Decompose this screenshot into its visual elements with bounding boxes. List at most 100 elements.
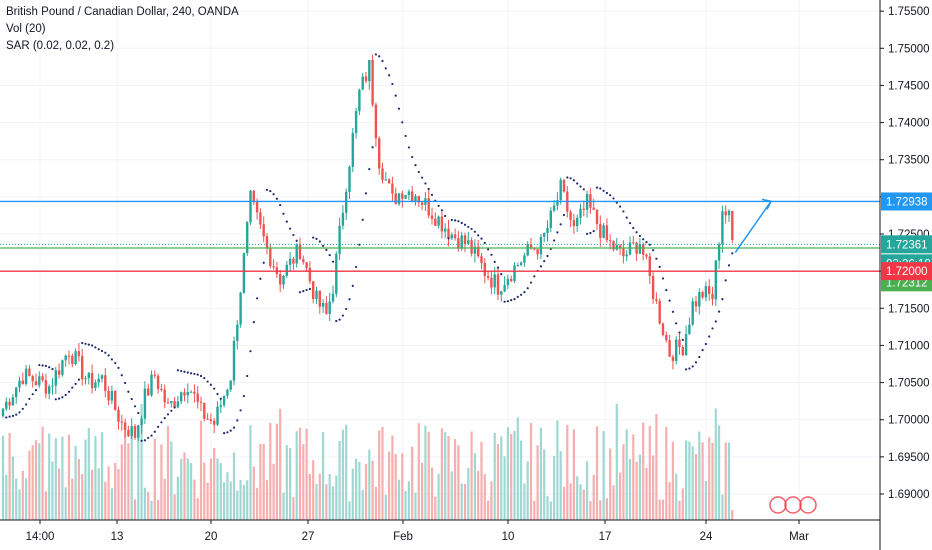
- candle-body: [196, 393, 199, 402]
- candle: [38, 371, 41, 388]
- sar-dot: [246, 374, 249, 378]
- volume-bar: [87, 428, 90, 520]
- watermark-ring: [769, 496, 787, 514]
- candle-body: [625, 254, 628, 257]
- candle: [480, 253, 483, 270]
- sar-dot: [645, 241, 648, 244]
- candle: [414, 193, 417, 206]
- candle: [170, 401, 173, 408]
- watermark-ring: [799, 496, 817, 514]
- volume-bar: [15, 478, 18, 520]
- candle-body: [209, 419, 213, 421]
- volume-bar: [454, 439, 457, 520]
- sar-dot: [64, 393, 67, 397]
- candle-body: [727, 210, 731, 216]
- arrow-head: [761, 198, 773, 210]
- volume-bar: [407, 481, 410, 520]
- candle-body: [711, 293, 714, 300]
- sar-indicator-label[interactable]: SAR (0.02, 0.02, 0.2): [6, 40, 115, 52]
- candle: [298, 237, 302, 260]
- volume-bar: [510, 433, 513, 520]
- candle: [15, 386, 18, 404]
- candle: [348, 165, 351, 199]
- volume-bar: [642, 422, 645, 520]
- volume-bar: [718, 425, 721, 520]
- volume-bar: [305, 428, 308, 520]
- volume-bar: [457, 445, 460, 520]
- candle: [708, 279, 711, 301]
- sar-dot: [678, 331, 681, 334]
- candle-body: [189, 391, 193, 393]
- candle-body: [539, 236, 543, 255]
- candle: [503, 276, 506, 293]
- volume-bar: [447, 436, 450, 520]
- candle-body: [242, 253, 246, 293]
- sar-dot: [579, 185, 582, 188]
- volume-bar: [516, 417, 519, 520]
- sar-dot: [361, 218, 364, 221]
- candle: [325, 296, 328, 315]
- volume-bar: [483, 474, 486, 520]
- volume-bar: [183, 452, 186, 520]
- volume-bar: [467, 467, 470, 520]
- candle-body: [259, 212, 262, 225]
- volume-indicator-label[interactable]: Vol (20): [6, 23, 46, 35]
- volume-bar: [553, 455, 556, 520]
- volume-bar: [226, 472, 229, 520]
- candle-body: [41, 376, 44, 381]
- mid-price-tag-text: 1.72312: [886, 277, 928, 289]
- candle: [97, 373, 100, 388]
- candle: [473, 239, 477, 263]
- sar-dot: [173, 406, 176, 409]
- sar-dot: [404, 134, 407, 138]
- candle-body: [170, 401, 173, 404]
- candle-body: [513, 265, 516, 281]
- candle-body: [28, 368, 31, 377]
- candle: [450, 232, 453, 240]
- symbol-title[interactable]: British Pound / Canadian Dollar, 240, OA…: [6, 6, 239, 18]
- candle-body: [183, 392, 186, 396]
- volume-bar: [533, 500, 536, 520]
- sar-dot: [193, 372, 196, 376]
- candle: [496, 268, 500, 300]
- candle-body: [411, 191, 414, 202]
- volume-bar: [262, 443, 265, 520]
- candle: [312, 281, 315, 304]
- sar-dot: [411, 155, 414, 159]
- sar-dot: [394, 94, 397, 97]
- volume-bar: [114, 462, 117, 520]
- volume-bar: [496, 443, 500, 520]
- volume-bar: [539, 427, 542, 520]
- candle: [295, 243, 298, 268]
- sar-dot: [305, 288, 308, 292]
- volume-bar: [38, 443, 41, 520]
- sar-dot: [315, 237, 318, 240]
- candle-body: [437, 216, 440, 226]
- sar-dot: [229, 429, 232, 432]
- sar-dot: [38, 363, 41, 367]
- candle: [477, 239, 480, 259]
- candle: [114, 390, 117, 411]
- volume-bar: [259, 443, 262, 520]
- volume-bar: [348, 501, 351, 520]
- volume-bar: [193, 479, 196, 520]
- volume-bar: [265, 480, 269, 520]
- sar-dot: [252, 321, 255, 324]
- volume-bar: [724, 442, 727, 520]
- watermark-ring: [784, 496, 802, 514]
- candle-body: [292, 258, 295, 264]
- sar-dot: [516, 295, 519, 298]
- candle: [559, 177, 562, 205]
- sar-dot: [698, 355, 701, 359]
- candle-body: [374, 104, 378, 139]
- volume-bar: [84, 439, 87, 520]
- sar-dot: [21, 407, 24, 410]
- volume-bar: [196, 498, 199, 520]
- volume-bar: [503, 456, 506, 520]
- volume-bar: [117, 469, 120, 520]
- candle-body: [661, 323, 665, 335]
- volume-bar: [711, 442, 714, 520]
- volume-bar: [81, 474, 84, 520]
